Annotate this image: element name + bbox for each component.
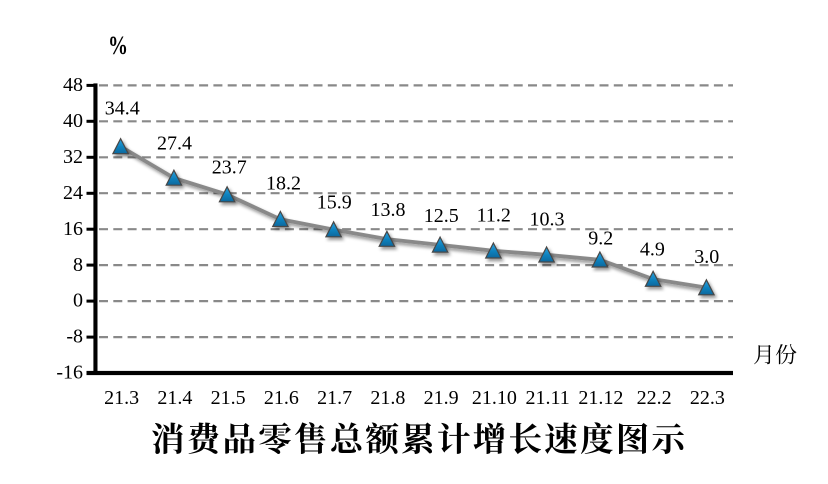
svg-text:32: 32: [63, 146, 83, 168]
svg-text:15.9: 15.9: [317, 192, 352, 214]
svg-text:0: 0: [73, 290, 83, 312]
svg-text:21.10: 21.10: [472, 387, 517, 409]
svg-text:-8: -8: [66, 326, 83, 348]
svg-text:11.2: 11.2: [477, 205, 511, 227]
svg-text:18.2: 18.2: [266, 173, 301, 195]
svg-text:21.4: 21.4: [157, 387, 192, 409]
svg-text:23.7: 23.7: [212, 157, 247, 179]
svg-text:21.8: 21.8: [370, 387, 405, 409]
svg-text:16: 16: [63, 218, 83, 240]
svg-text:-16: -16: [56, 362, 83, 384]
svg-text:21.5: 21.5: [211, 387, 246, 409]
svg-text:48: 48: [63, 74, 83, 96]
svg-text:27.4: 27.4: [157, 133, 192, 155]
svg-text:4.9: 4.9: [640, 238, 665, 260]
svg-text:34.4: 34.4: [105, 98, 140, 120]
svg-text:12.5: 12.5: [424, 205, 459, 227]
svg-text:22.2: 22.2: [637, 387, 672, 409]
svg-text:9.2: 9.2: [588, 228, 613, 250]
svg-text:21.6: 21.6: [264, 387, 299, 409]
svg-text:21.12: 21.12: [578, 387, 623, 409]
svg-text:21.3: 21.3: [104, 387, 139, 409]
svg-text:13.8: 13.8: [371, 199, 406, 221]
svg-text:24: 24: [63, 182, 83, 204]
svg-text:3.0: 3.0: [694, 246, 719, 268]
svg-text:21.9: 21.9: [424, 387, 459, 409]
svg-text:21.11: 21.11: [525, 387, 569, 409]
svg-text:%: %: [108, 31, 128, 60]
svg-text:40: 40: [63, 110, 83, 132]
svg-text:8: 8: [73, 254, 83, 276]
svg-text:22.3: 22.3: [690, 387, 725, 409]
svg-text:21.7: 21.7: [317, 387, 352, 409]
svg-text:10.3: 10.3: [530, 208, 565, 230]
